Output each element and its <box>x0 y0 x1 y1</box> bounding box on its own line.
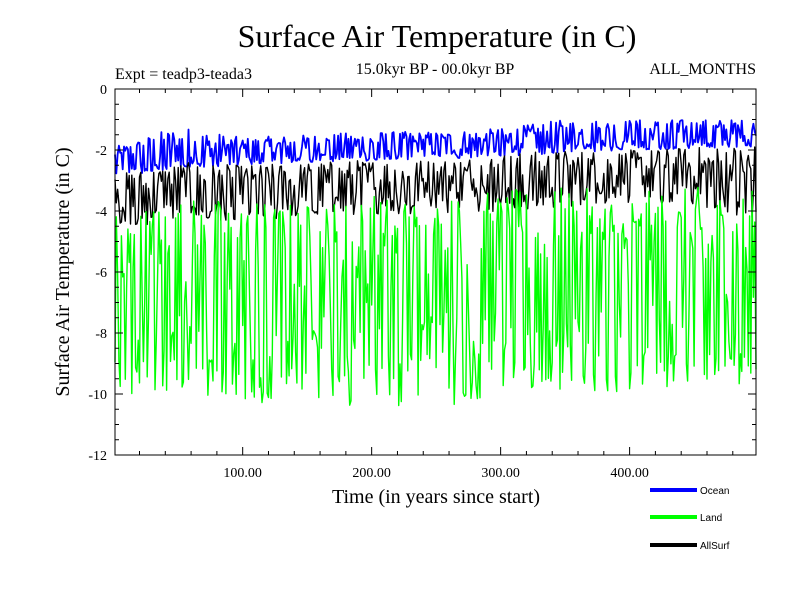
x-axis-label: Time (in years since start) <box>332 486 540 508</box>
series-line-allsurf <box>114 146 757 226</box>
y-tick-label: -12 <box>88 449 107 464</box>
axes-layer: 0 -2 -4 -6 -8 -10 -12 100.00 200.00 300.00 400.00 <box>88 83 756 481</box>
months-label: ALL_MONTHS <box>649 61 756 78</box>
chart-title: Surface Air Temperature (in C) <box>238 18 637 54</box>
series-line-land <box>114 186 757 407</box>
legend-label-land: Land <box>700 513 722 524</box>
x-tick-label: 400.00 <box>610 466 649 481</box>
legend: Ocean Land AllSurf <box>650 486 730 552</box>
y-tick-label: -4 <box>95 205 107 220</box>
series-line-ocean <box>114 119 757 175</box>
y-tick-label: -10 <box>88 388 107 403</box>
x-tick-label: 100.00 <box>223 466 262 481</box>
series-layer <box>114 119 757 407</box>
x-tick-label: 300.00 <box>481 466 520 481</box>
y-axis-label: Surface Air Temperature (in C) <box>52 147 74 396</box>
chart-subtitle: 15.0kyr BP - 00.0kyr BP <box>356 61 515 78</box>
y-tick-label: -6 <box>95 266 107 281</box>
y-tick-label: 0 <box>100 83 107 98</box>
x-tick-label: 200.00 <box>352 466 391 481</box>
legend-label-allsurf: AllSurf <box>700 541 730 552</box>
legend-label-ocean: Ocean <box>700 486 729 497</box>
y-tick-label: -8 <box>95 327 107 342</box>
experiment-label: Expt = teadp3-teada3 <box>115 66 252 83</box>
y-tick-label: -2 <box>95 144 107 159</box>
